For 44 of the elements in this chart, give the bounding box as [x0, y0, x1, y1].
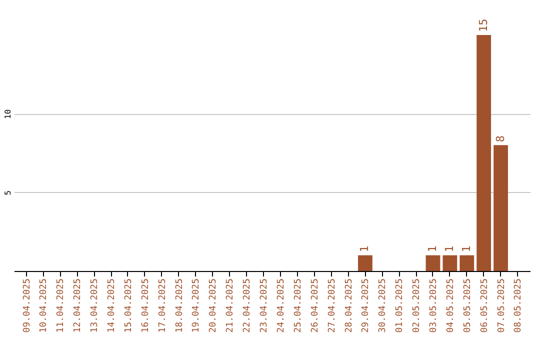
data-label: 1	[426, 246, 439, 252]
bar	[476, 35, 492, 271]
bar	[460, 255, 474, 271]
x-tick-label: 17.04.2025	[158, 278, 168, 333]
x-tick-label: 14.04.2025	[107, 278, 118, 333]
x-tick-label: 12.04.2025	[73, 278, 84, 333]
x-tick-label: 11.04.2025	[56, 278, 66, 333]
x-tick-label: 27.04.2025	[327, 278, 338, 333]
x-tick-label: 05.05.2025	[462, 278, 473, 333]
data-label: 1	[442, 246, 456, 252]
bar	[426, 255, 440, 271]
x-tick-label: 26.04.2025	[310, 278, 320, 333]
data-label: 15	[476, 18, 490, 32]
x-tick-label: 22.04.2025	[242, 278, 253, 333]
data-label: 8	[494, 136, 507, 142]
x-tick-label: 20.04.2025	[208, 278, 219, 333]
bar	[442, 255, 458, 271]
data-label: 1	[460, 246, 473, 252]
x-tick-label: 01.05.2025	[395, 278, 406, 333]
x-tick-label: 02.05.2025	[412, 278, 422, 333]
x-tick-label: 09.04.2025	[22, 278, 32, 333]
bar	[494, 145, 508, 271]
x-tick-label: 21.04.2025	[226, 278, 236, 333]
x-tick-label: 18.04.2025	[174, 278, 185, 333]
x-tick-label: 16.04.2025	[140, 278, 151, 333]
x-tick-label: 10.04.2025	[39, 278, 50, 333]
y-tick-label: 10	[4, 109, 12, 119]
x-tick-label: 30.04.2025	[378, 278, 388, 333]
data-label: 1	[358, 246, 372, 252]
y-tick-label: 5	[4, 190, 12, 196]
x-tick-label: 24.04.2025	[276, 278, 286, 333]
x-tick-label: 28.04.2025	[344, 278, 354, 333]
bar	[358, 255, 372, 271]
x-tick-label: 07.05.2025	[496, 278, 507, 333]
x-tick-label: 29.04.2025	[361, 278, 372, 333]
x-tick-label: 04.05.2025	[446, 278, 456, 333]
x-tick-label: 08.05.2025	[514, 278, 524, 333]
x-tick-label: 06.05.2025	[480, 278, 490, 333]
x-tick-label: 15.04.2025	[124, 278, 134, 333]
x-tick-label: 25.04.2025	[293, 278, 304, 333]
x-tick-label: 03.05.2025	[428, 278, 439, 333]
x-tick-label: 19.04.2025	[192, 278, 202, 333]
x-tick-label: 23.04.2025	[260, 278, 270, 333]
x-tick-label: 13.04.2025	[90, 278, 100, 333]
